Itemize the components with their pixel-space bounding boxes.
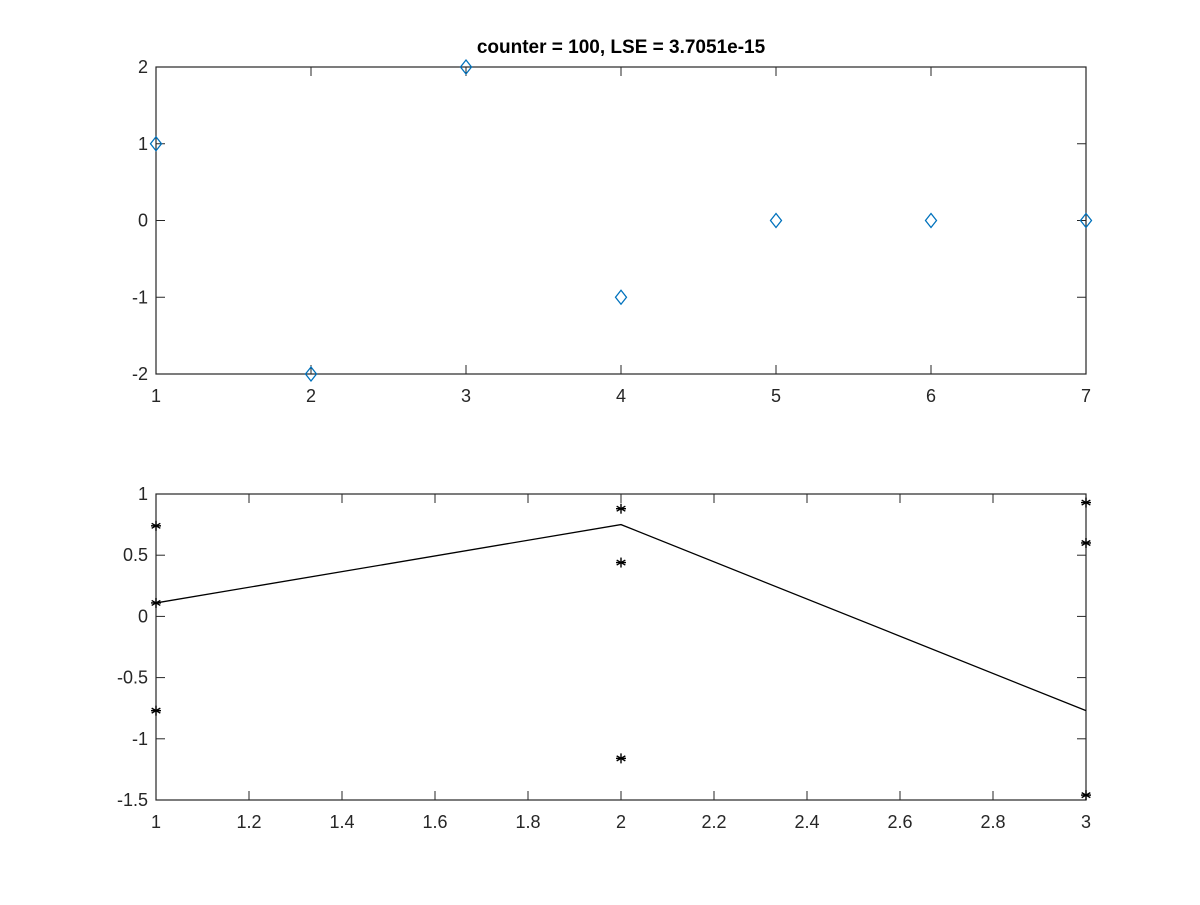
bottom-plot-x-tick-label: 1.4 xyxy=(329,812,354,832)
bottom-plot-asterisk-marker xyxy=(1081,537,1091,548)
top-plot-x-tick-label: 4 xyxy=(616,386,626,406)
bottom-plot-x-tick-label: 2.8 xyxy=(980,812,1005,832)
top-plot-diamond-marker xyxy=(149,135,163,152)
bottom-plot-y-tick-label: -1 xyxy=(132,729,148,749)
bottom-plot-asterisk-marker xyxy=(1081,790,1091,801)
bottom-plot-x-tick-label: 2.6 xyxy=(887,812,912,832)
top-plot-title: counter = 100, LSE = 3.7051e-15 xyxy=(477,37,766,58)
top-plot-diamond-marker xyxy=(614,289,628,306)
bottom-plot-y-tick-label: 0.5 xyxy=(123,545,148,565)
bottom-plot-asterisk-marker xyxy=(1081,497,1091,508)
bottom-plot-asterisk-marker xyxy=(616,557,626,568)
top-plot-y-tick-label: -2 xyxy=(132,364,148,384)
top-plot-x-tick-label: 3 xyxy=(461,386,471,406)
top-plot-y-tick-label: -1 xyxy=(132,287,148,307)
top-plot-y-tick-label: 1 xyxy=(138,134,148,154)
bottom-plot-axes-box xyxy=(155,493,1087,801)
bottom-plot-asterisk-marker xyxy=(151,520,161,531)
bottom-plot-y-tick-label: -1.5 xyxy=(117,790,148,810)
top-plot-diamond-marker xyxy=(769,212,783,229)
bottom-plot-x-tick-label: 1 xyxy=(151,812,161,832)
bottom-plot-asterisk-marker xyxy=(151,705,161,716)
bottom-plot-y-tick-label: -0.5 xyxy=(117,668,148,688)
top-plot-x-tick-label: 7 xyxy=(1081,386,1091,406)
bottom-plot-x-tick-label: 1.2 xyxy=(236,812,261,832)
bottom-plot-line xyxy=(155,523,1087,712)
bottom-plot-x-tick-label: 2.2 xyxy=(701,812,726,832)
bottom-plot-y-tick-label: 0 xyxy=(138,606,148,626)
top-plot-y-tick-label: 2 xyxy=(138,57,148,77)
top-plot-x-tick-label: 6 xyxy=(926,386,936,406)
bottom-plot-asterisk-marker xyxy=(151,597,161,608)
bottom-plot-x-tick-label: 2.4 xyxy=(794,812,819,832)
top-plot-diamond-marker xyxy=(304,365,318,383)
bottom-plot-x-tick-label: 3 xyxy=(1081,812,1091,832)
top-plot-x-tick-label: 1 xyxy=(151,386,161,406)
bottom-plot-x-tick-label: 1.8 xyxy=(515,812,540,832)
top-plot-diamond-marker xyxy=(924,212,938,229)
top-plot-diamond-marker xyxy=(459,58,473,76)
bottom-plot-axes: 1 1.2 1.4 1.6 1.8 2 2.2 2.4 2.6 2.8 3 -1.5 -1 -0.5 0 0.… xyxy=(117,484,1091,832)
bottom-plot-y-tick-label: 1 xyxy=(138,484,148,504)
top-plot-axes: 1 2 3 4 5 6 7 -2 -1 0 1 2 counter = 100, LSE = 3.705… xyxy=(132,37,1093,406)
bottom-plot-asterisk-marker xyxy=(616,753,626,764)
top-plot-x-tick-label: 2 xyxy=(306,386,316,406)
top-plot-axes-box xyxy=(155,66,1087,375)
bottom-plot-asterisk-marker xyxy=(616,503,626,514)
bottom-plot-x-tick-label: 1.6 xyxy=(422,812,447,832)
top-plot-diamond-marker xyxy=(1079,212,1093,229)
top-plot-y-tick-label: 0 xyxy=(138,211,148,231)
bottom-plot-x-tick-label: 2 xyxy=(616,812,626,832)
top-plot-x-tick-label: 5 xyxy=(771,386,781,406)
